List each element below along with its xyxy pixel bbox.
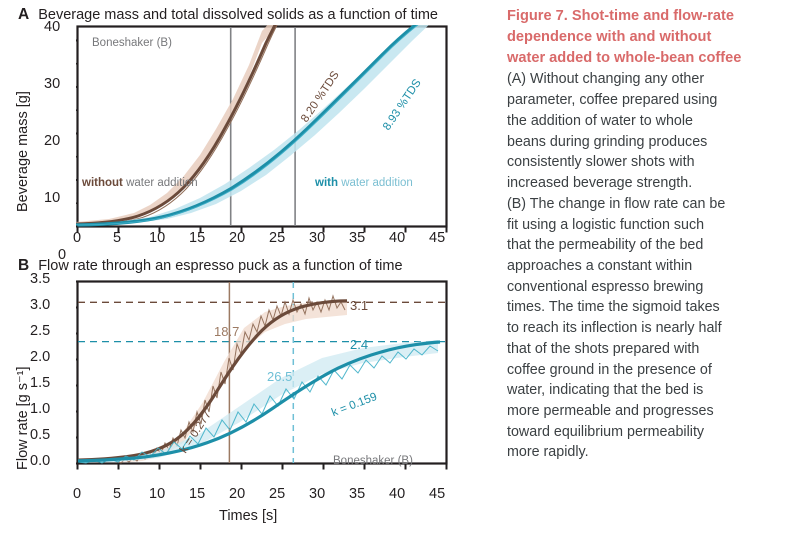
panel-b-letter: B: [18, 257, 30, 274]
figure-caption: Figure 7. Shot-time and flow-rate depend…: [507, 6, 795, 536]
panel-b-teal-raw: [77, 345, 439, 464]
caption-body-line: the addition of water to whole: [507, 112, 693, 129]
caption-body-line: toward equilibrium permeability: [507, 423, 705, 440]
panel-a-xtick-10: 10: [149, 230, 166, 246]
panel-a-label-with-rest: water addition: [338, 177, 413, 189]
caption-body-line: that the permeability of the bed: [507, 237, 704, 254]
panel-b-xtick-25: 25: [269, 486, 286, 502]
panel-b-ytick-3-5: 3.5: [30, 271, 51, 287]
panel-a-xtick-5: 5: [113, 230, 122, 246]
caption-body-line: (B) The change in flow rate can be: [507, 195, 726, 212]
panel-b-header: B Flow rate through an espresso puck as …: [18, 257, 403, 275]
panel-a-xtick-25: 25: [269, 230, 286, 246]
panel-a-ytick-20: 20: [44, 133, 61, 149]
figure-graphics: A Beverage mass and total dissolved soli…: [15, 6, 448, 524]
panel-a-label-with: with water addition: [315, 177, 413, 189]
panel-a-teal-curve: [76, 25, 418, 227]
panel-a-brown-band: [76, 25, 278, 225]
panel-a-xtick-0: 0: [73, 230, 82, 246]
panel-b-ytick-3-0: 3.0: [30, 297, 51, 313]
panel-a-xtick-30: 30: [309, 230, 326, 246]
panel-a-label-without-rest: water addition: [122, 177, 198, 189]
panel-b-ytick-1-5: 1.5: [30, 375, 51, 391]
caption-body-line: water, indicating that the bed is: [507, 382, 704, 399]
caption-body: (A) Without changing any other parameter…: [507, 69, 795, 463]
caption-body-line: parameter, coffee prepared using: [507, 92, 718, 109]
panel-a-xtick-40: 40: [389, 230, 406, 246]
panel-a-xtick-15: 15: [189, 230, 206, 246]
panel-b-xtick-0: 0: [73, 486, 82, 502]
panel-b-xtick-35: 35: [349, 486, 366, 502]
panel-b-brown-curve: [77, 299, 348, 462]
panel-b-xtick-10: 10: [149, 486, 166, 502]
panel-b-label-3-1: 3.1: [350, 298, 369, 313]
panel-b-teal-band: [78, 340, 438, 463]
caption-title-line: Figure 7. Shot-time and flow-rate: [507, 8, 735, 24]
panel-a-xtick-45: 45: [429, 230, 446, 246]
caption-title-line: dependence with and without: [507, 29, 712, 46]
caption-body-line: more rapidly.: [507, 444, 589, 461]
panel-b-xtick-20: 20: [229, 486, 246, 502]
panel-b-xtick-5: 5: [113, 486, 122, 502]
panel-b-plot: [76, 280, 448, 470]
panel-a-teal-raw: [76, 25, 419, 226]
panel-b-label-18-7: 18.7: [214, 324, 240, 339]
panel-b-xtick-40: 40: [389, 486, 406, 502]
panel-a-letter: A: [18, 6, 30, 23]
panel-b-xtick-30: 30: [309, 486, 326, 502]
panel-b-frame: [76, 280, 448, 465]
panel-b-ytick-2-0: 2.0: [30, 349, 51, 365]
panel-b-title: Flow rate through an espresso puck as a …: [38, 258, 403, 274]
caption-body-line: more permeable and progresses: [507, 402, 714, 419]
caption-body-line: that of the shots prepared with: [507, 340, 700, 357]
panel-b-ytick-2-5: 2.5: [30, 323, 51, 339]
caption-body-line: fit using a logistic function such: [507, 216, 705, 233]
panel-b-label-26-5: 26.5: [267, 369, 293, 384]
caption-body-line: to reach its inflection is nearly half: [507, 320, 722, 337]
panel-a-label-without-bold: without: [82, 177, 123, 189]
caption-body-line: consistently slower shots with: [507, 154, 695, 171]
caption-title-line: water added to whole-bean coffee: [507, 50, 742, 67]
panel-a-ytick-0: 0: [58, 247, 67, 263]
panel-a-frame: [76, 25, 448, 228]
caption-body-line: beans during grinding produces: [507, 133, 708, 150]
panel-b-xtick-15: 15: [189, 486, 206, 502]
panel-a-brown-curve: [76, 25, 277, 226]
panel-a-xtick-35: 35: [349, 230, 366, 246]
panel-a-legend-note: Boneshaker (B): [92, 37, 172, 49]
panel-a-ytick-10: 10: [44, 190, 61, 206]
caption-body-line: conventional espresso brewing: [507, 278, 704, 295]
panel-b-y-axis-title: Flow rate [g s⁻¹]: [15, 366, 31, 470]
caption-body-line: coffee ground in the presence of: [507, 361, 712, 378]
panel-b-legend-note: Boneshaker (B): [333, 455, 413, 467]
panel-a-title: Beverage mass and total dissolved solids…: [38, 7, 438, 23]
caption-title: Figure 7. Shot-time and flow-rate depend…: [507, 6, 795, 69]
panel-b-teal-curve: [77, 340, 441, 463]
panel-a-y-axis-title: Beverage mass [g]: [15, 91, 31, 212]
panel-a-label-with-bold: with: [315, 177, 338, 189]
panel-b-xtick-45: 45: [429, 486, 446, 502]
panel-b-x-axis-title: Times [s]: [219, 508, 278, 524]
panel-b-label-2-4: 2.4: [350, 337, 369, 352]
caption-body-line: (A) Without changing any other: [507, 71, 705, 88]
caption-body-line: times. The time the sigmoid takes: [507, 299, 720, 316]
panel-a-ytick-40: 40: [44, 19, 61, 35]
panel-a-label-without: without water addition: [82, 177, 198, 189]
panel-a-header: A Beverage mass and total dissolved soli…: [18, 6, 438, 24]
panel-a-plot: [76, 25, 448, 233]
caption-body-line: approaches a constant within: [507, 257, 693, 274]
panel-b-ytick-1-0: 1.0: [30, 401, 51, 417]
panel-a-xtick-20: 20: [229, 230, 246, 246]
panel-b-ytick-0-0: 0.0: [30, 453, 51, 469]
caption-body-line: increased beverage strength.: [507, 175, 693, 192]
panel-b-brown-band: [117, 300, 347, 463]
panel-a-ytick-30: 30: [44, 76, 61, 92]
panel-b-ytick-0-5: 0.5: [30, 427, 51, 443]
